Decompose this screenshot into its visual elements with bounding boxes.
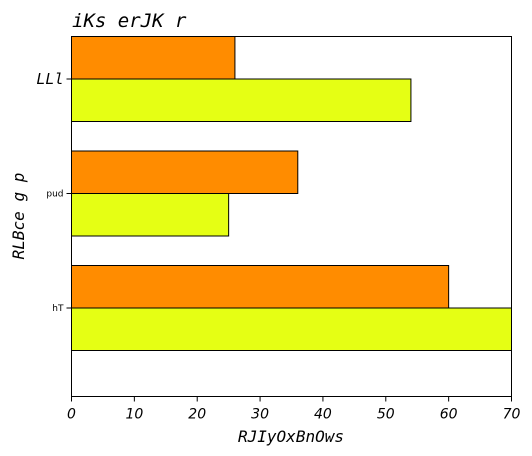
bar-pud-series-0 <box>71 150 299 194</box>
y-axis-ticks: LLl pud hT <box>36 70 72 314</box>
x-tick-label: 70 <box>503 407 521 423</box>
chart-title: iKs erJK r <box>72 10 187 32</box>
x-tick-label: 0 <box>67 407 76 423</box>
x-tick-label: 30 <box>251 407 269 423</box>
y-tick-label: hT <box>52 304 64 314</box>
y-axis-label: RLBce g p <box>9 173 28 260</box>
bars-group <box>71 36 512 351</box>
x-tick-label: 20 <box>188 407 206 423</box>
x-tick-label: 50 <box>377 407 395 423</box>
bar-hT-series-0 <box>71 265 450 309</box>
x-tick-label: 60 <box>440 407 458 423</box>
bar-LLl-series-0 <box>71 36 236 80</box>
x-axis-ticks: 0 10 20 30 40 50 60 70 <box>67 396 521 423</box>
x-axis-label: RJIyOxBnOws <box>238 427 344 446</box>
plot-frame <box>71 36 512 397</box>
y-tick-label: LLl <box>36 70 63 88</box>
bar-pud-series-1 <box>71 193 230 237</box>
bar-hT-series-1 <box>71 307 512 351</box>
x-tick-label: 40 <box>314 407 332 423</box>
bar-LLl-series-1 <box>71 78 412 122</box>
x-tick-label: 10 <box>125 407 143 423</box>
y-tick-label: pud <box>46 190 63 200</box>
